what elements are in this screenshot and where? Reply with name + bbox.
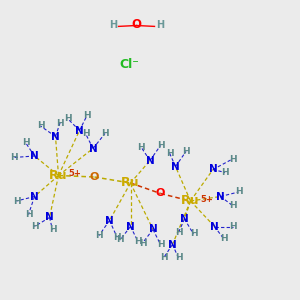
Text: H: H [166, 148, 173, 158]
Text: H: H [229, 201, 236, 210]
Text: N: N [216, 191, 225, 202]
Text: N: N [210, 221, 219, 232]
Text: H: H [220, 234, 227, 243]
Text: H: H [116, 236, 124, 244]
Text: N: N [148, 224, 158, 235]
Text: H: H [64, 114, 71, 123]
Text: H: H [175, 254, 182, 262]
Text: Ru: Ru [121, 176, 140, 190]
Text: H: H [160, 254, 167, 262]
Text: H: H [134, 237, 142, 246]
Text: N: N [180, 214, 189, 224]
Text: N: N [126, 221, 135, 232]
Text: H: H [113, 232, 121, 242]
Text: H: H [37, 122, 44, 130]
Text: N: N [171, 161, 180, 172]
Text: O: O [90, 172, 99, 182]
Text: N: N [30, 191, 39, 202]
Text: Ru: Ru [49, 169, 68, 182]
Text: H: H [82, 129, 89, 138]
Text: H: H [22, 138, 29, 147]
Text: N: N [146, 155, 154, 166]
Text: O: O [156, 188, 165, 199]
Text: N: N [75, 125, 84, 136]
Text: H: H [56, 118, 64, 127]
Text: O: O [131, 17, 142, 31]
Text: 5+: 5+ [201, 195, 213, 204]
Text: H: H [25, 210, 32, 219]
Text: H: H [139, 238, 146, 247]
Text: Cl⁻: Cl⁻ [119, 58, 139, 71]
Text: H: H [229, 154, 236, 164]
Text: N: N [51, 131, 60, 142]
Text: N: N [45, 212, 54, 223]
Text: 5+: 5+ [69, 169, 81, 178]
Text: H: H [10, 153, 17, 162]
Text: H: H [229, 222, 236, 231]
Text: H: H [109, 20, 117, 30]
Text: H: H [157, 240, 164, 249]
Text: H: H [137, 142, 145, 152]
Text: H: H [182, 147, 190, 156]
Text: N: N [105, 215, 114, 226]
Text: H: H [95, 231, 103, 240]
Text: H: H [31, 222, 38, 231]
Text: H: H [221, 168, 229, 177]
Text: H: H [101, 129, 109, 138]
Text: H: H [83, 111, 91, 120]
Text: H: H [13, 196, 20, 206]
Text: H: H [235, 188, 242, 196]
Text: H: H [190, 230, 197, 238]
Text: N: N [208, 164, 217, 175]
Text: H: H [49, 225, 56, 234]
Text: Ru: Ru [181, 194, 200, 208]
Text: H: H [175, 228, 182, 237]
Text: H: H [157, 141, 164, 150]
Text: N: N [168, 239, 177, 250]
Text: H: H [156, 20, 164, 30]
Text: N: N [88, 143, 98, 154]
Text: N: N [30, 151, 39, 161]
